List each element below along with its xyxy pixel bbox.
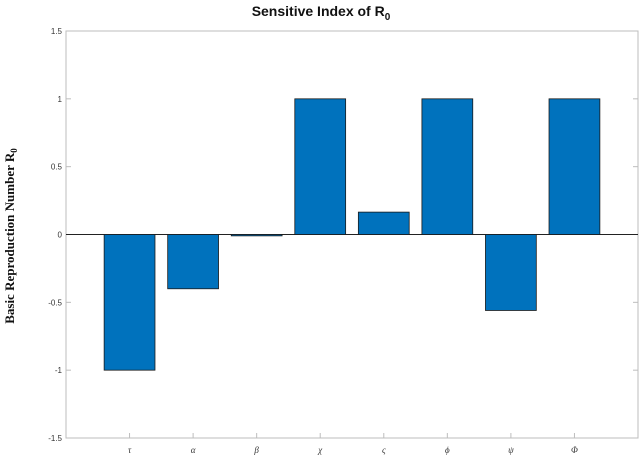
x-tick-label: τ — [128, 445, 132, 455]
x-tick-label: ψ — [508, 445, 514, 455]
y-tick-label: -1 — [55, 366, 63, 375]
x-tick-label: β — [253, 445, 259, 455]
y-tick-label: 0.5 — [51, 163, 63, 172]
x-tick-label: ς — [382, 445, 386, 455]
bar-series — [103, 98, 601, 371]
y-axis-label-subscript: 0 — [9, 148, 19, 153]
bar — [485, 234, 537, 311]
bar — [548, 98, 601, 235]
x-tick-label: χ — [317, 445, 323, 455]
svg-text:Basic Reproduction Number R0: Basic Reproduction Number R0 — [2, 148, 19, 324]
y-tick-label: -0.5 — [48, 298, 62, 307]
y-tick-label: 0 — [58, 231, 63, 240]
y-axis-label: Basic Reproduction Number R0 — [2, 148, 19, 324]
y-tick-label: 1.5 — [51, 27, 63, 36]
x-tick-label: ϕ — [445, 445, 450, 455]
chart-title-text: Sensitive Index of R — [252, 3, 385, 19]
bar — [421, 98, 474, 235]
bar — [357, 211, 410, 235]
x-tick-label: α — [191, 445, 196, 455]
bar — [103, 234, 156, 371]
svg-text:Sensitive Index of R0: Sensitive Index of R0 — [252, 3, 391, 23]
bar — [294, 98, 347, 235]
chart-title: Sensitive Index of R0 — [252, 3, 391, 23]
chart-title-subscript: 0 — [385, 12, 391, 23]
x-tick-label: Φ — [571, 445, 578, 455]
y-tick-label: -1.5 — [48, 434, 62, 443]
bar — [167, 234, 219, 290]
bar — [230, 234, 283, 237]
y-tick-label: 1 — [58, 95, 63, 104]
y-axis-label-text: Basic Reproduction Number R — [2, 152, 17, 324]
